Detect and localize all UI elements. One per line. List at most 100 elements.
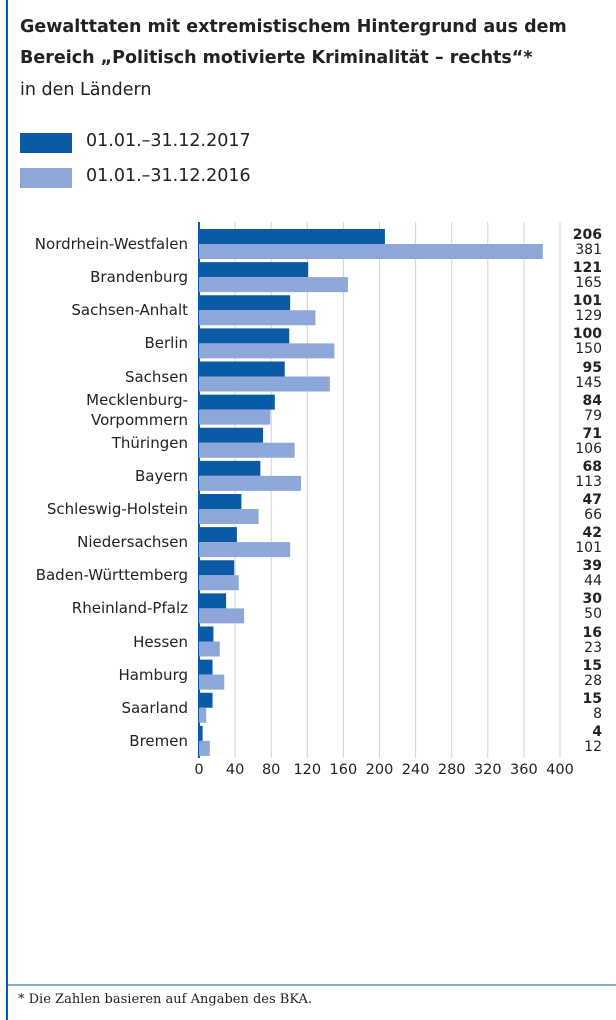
value-label: 66 bbox=[584, 507, 602, 523]
value-label: 23 bbox=[584, 639, 602, 656]
bar bbox=[199, 310, 316, 326]
value-label: 106 bbox=[575, 440, 602, 457]
x-tick-label: 120 bbox=[293, 762, 322, 778]
bar bbox=[199, 608, 245, 624]
x-tick-label: 80 bbox=[261, 762, 281, 778]
legend-label: 01.01.–31.12.2017 bbox=[86, 131, 251, 151]
bar bbox=[199, 542, 291, 558]
y-tick-label: Brandenburg bbox=[90, 268, 188, 287]
value-label: 16 bbox=[582, 624, 602, 641]
bar bbox=[199, 244, 543, 259]
bar bbox=[199, 295, 291, 311]
bar bbox=[199, 740, 210, 756]
value-label: 12 bbox=[584, 738, 602, 755]
y-tick-label: Hamburg bbox=[118, 665, 188, 684]
x-tick-label: 360 bbox=[510, 762, 538, 778]
legend-swatch bbox=[20, 133, 72, 153]
value-label: 15 bbox=[582, 657, 602, 674]
value-label: 79 bbox=[584, 407, 602, 424]
value-label: 95 bbox=[582, 359, 602, 376]
chart-subtitle: in den Ländern bbox=[20, 80, 152, 100]
bar bbox=[199, 343, 335, 359]
x-tick-label: 0 bbox=[194, 762, 204, 778]
value-label: 4 bbox=[592, 723, 602, 740]
value-label: 129 bbox=[575, 308, 602, 325]
value-label: 47 bbox=[582, 492, 602, 508]
x-tick-label: 200 bbox=[365, 762, 394, 778]
y-tick-label: Schleswig-Holstein bbox=[46, 500, 188, 518]
y-tick-label: Sachsen-Anhalt bbox=[71, 301, 188, 320]
bar bbox=[199, 692, 213, 708]
value-label: 50 bbox=[584, 606, 602, 623]
y-tick-label: Hessen bbox=[133, 632, 188, 651]
bar bbox=[199, 277, 348, 293]
bar bbox=[199, 626, 214, 642]
bar bbox=[199, 725, 203, 741]
footnote: * Die Zahlen basieren auf Angaben des BK… bbox=[18, 992, 313, 1007]
legend-swatch bbox=[20, 168, 72, 188]
bar bbox=[199, 593, 227, 609]
bar bbox=[199, 229, 385, 244]
bar bbox=[199, 394, 275, 410]
value-label: 121 bbox=[572, 260, 602, 277]
bar bbox=[199, 328, 290, 344]
x-tick-label: 160 bbox=[329, 762, 358, 778]
value-label: 42 bbox=[582, 525, 602, 542]
y-tick-label: Nordrhein-Westfalen bbox=[34, 235, 188, 253]
value-label: 28 bbox=[584, 672, 602, 689]
value-label: 44 bbox=[584, 573, 602, 590]
bar bbox=[199, 560, 235, 576]
y-tick-label: Bremen bbox=[129, 731, 188, 750]
value-label: 15 bbox=[582, 690, 602, 707]
value-label: 68 bbox=[582, 458, 602, 475]
bar bbox=[199, 442, 295, 458]
x-tick-label: 280 bbox=[437, 762, 466, 778]
value-label: 206 bbox=[572, 227, 602, 243]
value-label: 39 bbox=[582, 558, 602, 575]
bar bbox=[199, 494, 242, 509]
value-label: 113 bbox=[575, 473, 602, 490]
x-tick-label: 40 bbox=[225, 762, 245, 778]
value-label: 150 bbox=[575, 341, 602, 358]
x-tick-label: 400 bbox=[546, 762, 574, 778]
value-label: 100 bbox=[572, 326, 602, 343]
value-label: 101 bbox=[575, 540, 602, 557]
bar bbox=[199, 262, 309, 278]
bar bbox=[199, 641, 220, 657]
bar bbox=[199, 575, 239, 591]
bar bbox=[199, 376, 330, 392]
bar bbox=[199, 659, 213, 675]
bar bbox=[199, 475, 301, 491]
bar bbox=[199, 527, 237, 543]
bar bbox=[199, 361, 285, 377]
value-label: 145 bbox=[575, 374, 602, 391]
value-label: 165 bbox=[575, 275, 602, 292]
x-tick-label: 240 bbox=[401, 762, 430, 778]
value-label: 84 bbox=[582, 392, 602, 409]
bar bbox=[199, 427, 264, 443]
value-label: 30 bbox=[582, 591, 602, 608]
bar bbox=[199, 509, 259, 524]
bar bbox=[199, 674, 225, 690]
x-tick-label: 320 bbox=[473, 762, 502, 778]
legend-label: 01.01.–31.12.2016 bbox=[86, 166, 251, 186]
value-label: 71 bbox=[582, 425, 602, 442]
chart-title: Gewalttaten mit extremistischem Hintergr… bbox=[20, 17, 567, 68]
y-tick-label: Baden-Württemberg bbox=[35, 566, 188, 585]
bar bbox=[199, 707, 207, 723]
value-label: 101 bbox=[572, 293, 602, 310]
y-tick-label: Saarland bbox=[121, 698, 188, 717]
y-tick-label: Thüringen bbox=[111, 433, 188, 452]
bar bbox=[199, 409, 271, 425]
value-label: 8 bbox=[593, 705, 602, 722]
y-tick-label: Mecklenburg- Vorpommern bbox=[86, 390, 188, 429]
y-tick-label: Niedersachsen bbox=[77, 533, 188, 552]
y-tick-label: Bayern bbox=[135, 466, 188, 485]
bar bbox=[199, 460, 261, 476]
value-label: 381 bbox=[575, 242, 602, 258]
y-tick-label: Berlin bbox=[144, 334, 188, 353]
y-tick-label: Sachsen bbox=[124, 367, 188, 386]
y-tick-label: Rheinland-Pfalz bbox=[71, 599, 188, 618]
